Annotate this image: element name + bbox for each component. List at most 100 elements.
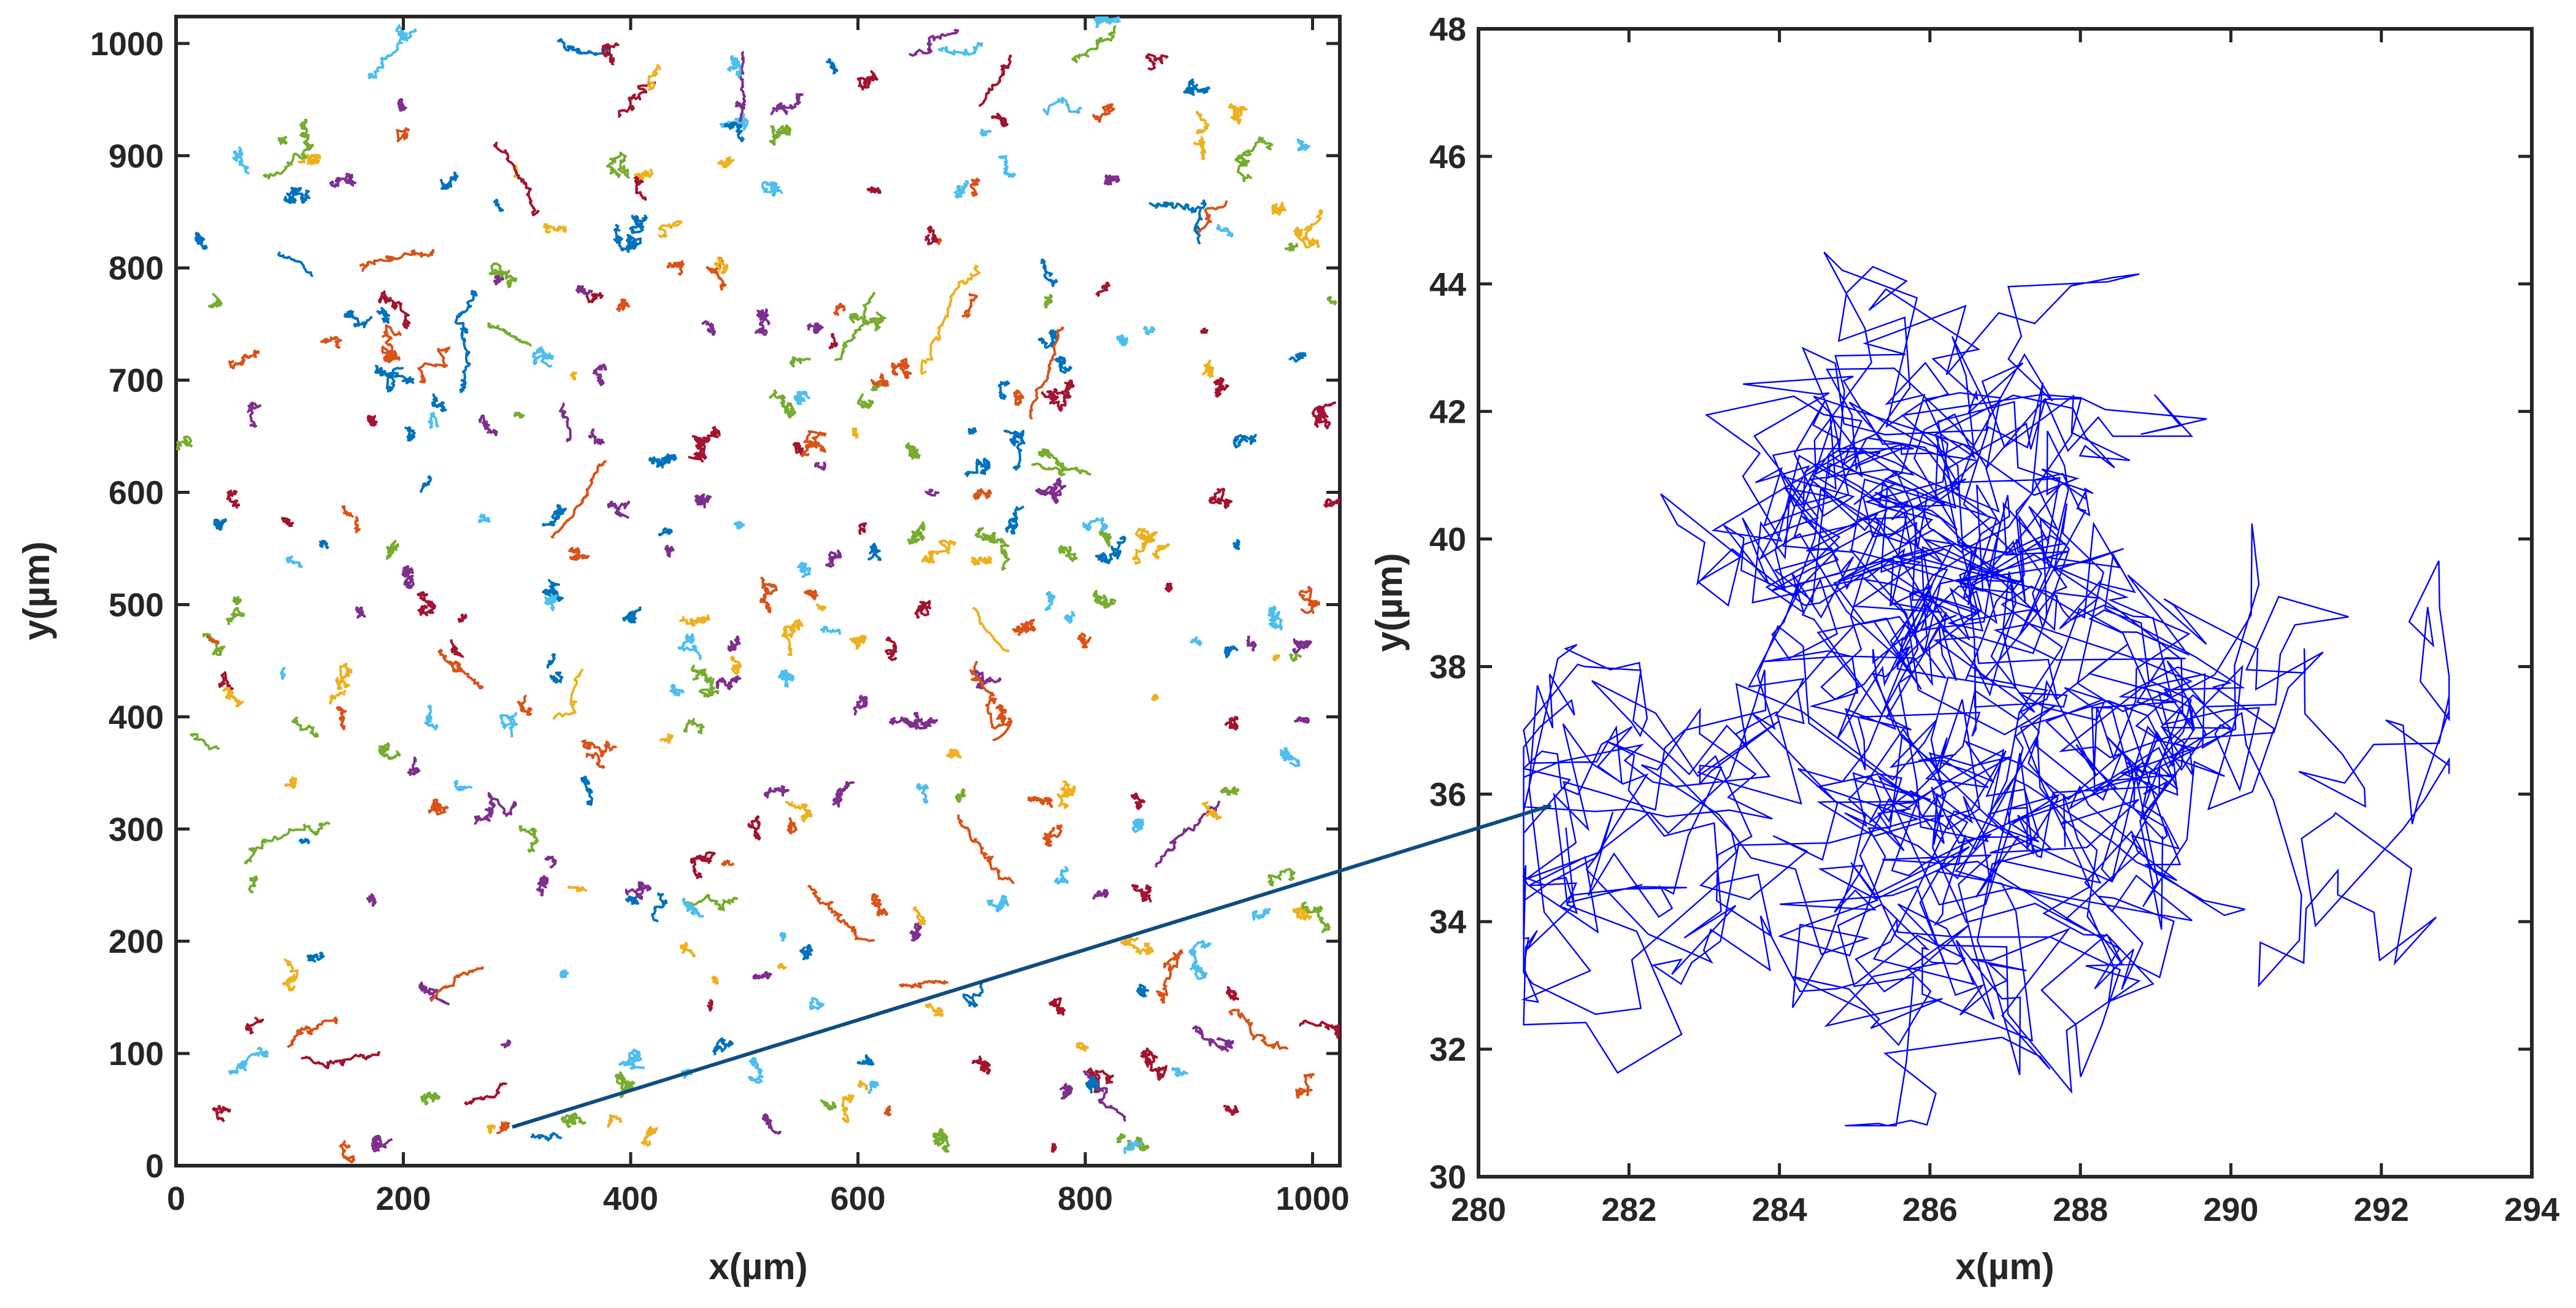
left-track <box>291 716 319 738</box>
left-track <box>454 290 478 394</box>
left-track <box>1136 983 1150 998</box>
left-track <box>567 885 588 893</box>
right-y-tick-label: 30 <box>1429 1159 1466 1196</box>
left-track <box>890 358 912 379</box>
left-track <box>1234 136 1274 183</box>
left-track <box>299 118 314 155</box>
right-zoom-chart: 280 282 284 286 288 290 292 294 30 32 34 36 38 40 42 4… <box>1369 11 2559 1287</box>
left-track <box>556 38 612 56</box>
left-track <box>336 706 347 731</box>
left-track <box>194 231 208 250</box>
left-track <box>263 152 308 180</box>
left-track <box>820 1099 837 1111</box>
left-track <box>711 975 720 985</box>
left-track <box>849 634 867 650</box>
left-track <box>417 346 451 384</box>
left-track <box>677 633 702 661</box>
right-x-ticks: 280 282 284 286 288 290 292 294 <box>1451 29 2559 1228</box>
left-track <box>925 1002 944 1017</box>
left-track <box>1120 935 1154 956</box>
left-track <box>588 428 605 445</box>
left-track <box>754 308 771 336</box>
left-y-tick-label: 100 <box>109 1036 164 1072</box>
left-track <box>777 963 787 970</box>
left-track <box>428 412 439 429</box>
left-track <box>856 393 874 409</box>
left-track <box>1216 224 1234 238</box>
left-track <box>1075 1042 1089 1052</box>
left-track <box>634 168 654 183</box>
left-x-tick-label: 200 <box>375 1180 431 1217</box>
left-track <box>713 256 729 275</box>
left-track <box>971 1055 991 1075</box>
left-track <box>625 881 652 900</box>
right-y-tick-label: 46 <box>1429 139 1466 175</box>
left-track <box>424 704 439 731</box>
left-track <box>967 427 977 435</box>
left-track <box>1151 693 1159 701</box>
left-track <box>814 461 826 471</box>
left-track <box>883 1105 891 1117</box>
left-track <box>607 1114 623 1128</box>
left-track <box>1143 326 1156 336</box>
left-track <box>206 634 220 645</box>
left-track <box>606 152 630 179</box>
right-y-tick-label: 38 <box>1429 648 1466 685</box>
left-particle-tracks <box>175 16 1340 1164</box>
right-x-tick-label: 294 <box>2504 1191 2559 1228</box>
left-track <box>542 223 567 234</box>
left-track <box>1295 1072 1315 1099</box>
left-track <box>488 262 518 288</box>
left-track <box>1044 591 1056 611</box>
left-x-tick-label: 600 <box>830 1180 885 1217</box>
left-track <box>1085 1075 1099 1094</box>
left-track <box>607 501 630 520</box>
left-track <box>1228 103 1248 125</box>
left-track <box>478 414 498 437</box>
left-track <box>548 671 564 684</box>
left-track <box>659 733 674 744</box>
left-track <box>1223 645 1239 659</box>
right-y-axis-label: y(µm) <box>1369 553 1410 652</box>
left-track <box>318 539 329 549</box>
left-track <box>809 996 825 1011</box>
left-track <box>550 460 607 539</box>
left-track <box>1200 327 1209 334</box>
left-track <box>888 716 939 730</box>
left-track <box>1202 359 1215 378</box>
left-track <box>575 285 593 296</box>
left-track <box>378 742 401 760</box>
left-x-ticks: 0 200 400 600 800 1000 <box>167 17 1350 1217</box>
left-track <box>1190 636 1202 647</box>
left-track <box>371 1134 393 1153</box>
left-track <box>513 411 525 419</box>
right-y-tick-label: 32 <box>1429 1031 1466 1068</box>
left-track <box>544 594 558 612</box>
left-track <box>1193 136 1207 160</box>
left-track <box>601 42 620 66</box>
left-track <box>320 336 342 349</box>
right-y-tick-label: 44 <box>1429 266 1466 303</box>
left-track <box>924 225 939 245</box>
left-track <box>664 544 675 558</box>
left-track <box>669 683 685 697</box>
left-x-tick-label: 1000 <box>1275 1180 1349 1217</box>
left-track <box>542 504 567 526</box>
left-track <box>1292 638 1312 654</box>
left-track <box>450 639 464 658</box>
left-track <box>1228 1009 1289 1050</box>
left-track <box>748 1056 764 1084</box>
left-track <box>1042 96 1082 116</box>
left-track <box>616 298 631 312</box>
left-track <box>866 186 882 194</box>
left-track <box>222 687 244 707</box>
left-track <box>1272 654 1281 662</box>
left-track <box>871 893 889 917</box>
left-track <box>1042 824 1063 847</box>
left-track <box>634 176 647 201</box>
left-track <box>493 141 540 217</box>
left-track <box>285 555 304 569</box>
left-track <box>1054 866 1069 885</box>
left-track <box>339 1140 356 1164</box>
